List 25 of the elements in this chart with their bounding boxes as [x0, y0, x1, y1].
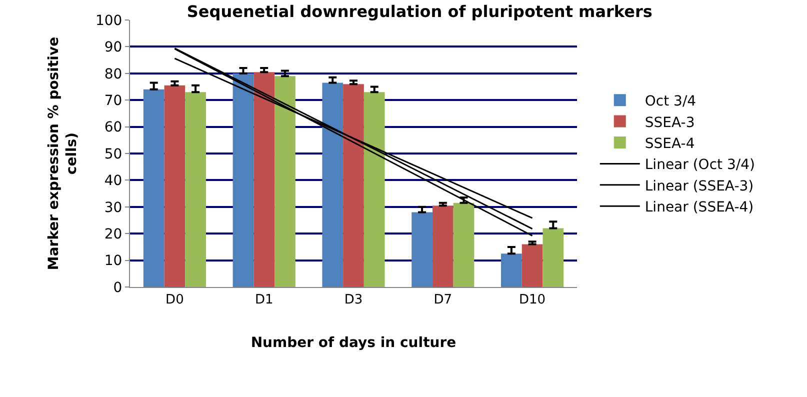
y-tick-label: 90	[104, 40, 122, 56]
x-tick-label: D3	[344, 292, 363, 308]
y-tick-label: 70	[104, 93, 122, 109]
y-tick-label: 50	[104, 146, 122, 162]
x-tick-label: D1	[254, 292, 274, 308]
legend-label: SSEA-3	[644, 114, 695, 131]
y-tick-label: 10	[104, 253, 122, 270]
y-tick-label: 100	[95, 12, 122, 29]
y-axis-title: Marker expression % positive cells)	[46, 36, 80, 270]
y-tick-label: 80	[104, 66, 122, 82]
y-tick-label: 30	[104, 200, 122, 216]
legend-label: SSEA-4	[644, 136, 695, 152]
x-tick-label: D10	[519, 292, 546, 308]
y-tick-label: 60	[104, 120, 122, 136]
y-tick-label: 40	[104, 173, 122, 190]
legend-label: Linear (SSEA-4)	[644, 200, 754, 216]
legend-label: Linear (SSEA-3)	[644, 178, 754, 194]
x-tick-label: D7	[434, 292, 452, 308]
x-tick-label: D0	[166, 292, 184, 308]
chart-title: Sequenetial downregulation of pluripotent markers	[186, 2, 652, 22]
legend-label: Linear (Oct 3/4)	[644, 157, 755, 174]
y-tick-label: 0	[113, 280, 122, 296]
y-tick-label: 20	[104, 226, 122, 242]
x-axis-title: Number of days in culture	[250, 334, 456, 351]
legend-label: Oct 3/4	[644, 94, 696, 110]
